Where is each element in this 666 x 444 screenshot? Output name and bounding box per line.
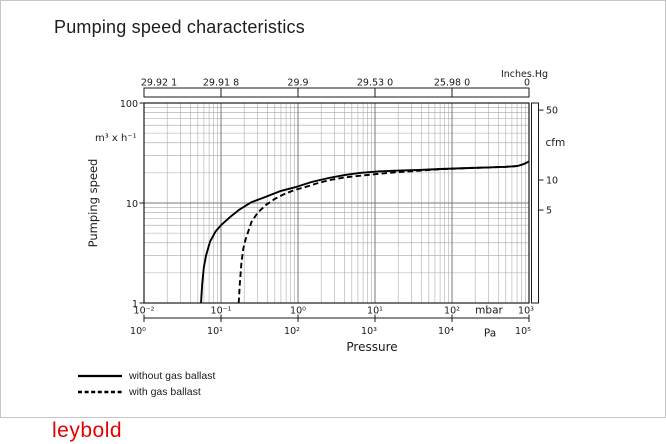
- legend-label-with-gas-ballast: with gas ballast: [129, 386, 201, 398]
- svg-text:100: 100: [120, 99, 138, 110]
- svg-text:10¹: 10¹: [367, 306, 383, 317]
- svg-text:50: 50: [546, 106, 558, 117]
- chart-title: Pumping speed characteristics: [54, 17, 305, 37]
- svg-text:0: 0: [524, 78, 530, 89]
- svg-text:cfm: cfm: [546, 137, 566, 149]
- svg-text:10⁵: 10⁵: [515, 326, 531, 337]
- legend: without gas ballast with gas ballast: [77, 368, 215, 400]
- svg-text:10⁰: 10⁰: [290, 306, 306, 317]
- svg-text:29.9: 29.9: [287, 78, 308, 89]
- bottom-axis-mbar: 10⁻² 10⁻¹ 10⁰ 10¹ 10² 10³ mbar: [134, 305, 535, 317]
- svg-text:29.92 1: 29.92 1: [141, 78, 177, 89]
- svg-text:10⁻²: 10⁻²: [134, 306, 155, 317]
- pumping-speed-chart: 29.92 1 29.91 8 29.9 29.53 0 25.98 0 0Inches.…: [86, 69, 566, 354]
- bottom-axis-pa: 10⁰ 10¹ 10² 10³ 10⁴ 10⁵ Pa: [130, 314, 531, 340]
- svg-text:10⁰: 10⁰: [130, 326, 146, 337]
- svg-text:10³: 10³: [361, 326, 377, 337]
- svg-text:25.98 0: 25.98 0: [434, 78, 470, 89]
- dashed-line-icon: [78, 390, 122, 394]
- plot-grid-major: [144, 103, 529, 303]
- curve-without-gas-ballast: [200, 160, 530, 304]
- svg-text:10²: 10²: [444, 306, 460, 317]
- right-axis-cfm: 50 10 5 cfm: [531, 102, 566, 304]
- svg-text:10³: 10³: [518, 306, 534, 317]
- svg-text:10¹: 10¹: [207, 326, 223, 337]
- svg-text:Inches.Hg: Inches.Hg: [501, 69, 548, 80]
- svg-text:10: 10: [126, 199, 138, 210]
- svg-text:10²: 10²: [284, 326, 300, 337]
- x-axis-title: Pressure: [346, 340, 397, 354]
- svg-text:29.91 8: 29.91 8: [203, 78, 239, 89]
- svg-text:1: 1: [132, 299, 138, 310]
- leybold-logo: leybold: [52, 419, 123, 442]
- svg-text:5: 5: [546, 206, 552, 217]
- solid-line-icon: [78, 374, 122, 378]
- svg-text:29.53 0: 29.53 0: [357, 78, 393, 89]
- content-frame: [0, 0, 666, 418]
- svg-text:Pa: Pa: [484, 328, 496, 340]
- svg-text:10⁴: 10⁴: [438, 326, 454, 337]
- svg-text:10: 10: [546, 175, 558, 186]
- legend-item-without-gas-ballast: without gas ballast: [77, 368, 215, 384]
- legend-label-without-gas-ballast: without gas ballast: [129, 370, 216, 382]
- legend-item-with-gas-ballast: with gas ballast: [77, 384, 215, 400]
- top-axis-inches-hg: 29.92 1 29.91 8 29.9 29.53 0 25.98 0 0Inches.…: [141, 69, 548, 98]
- svg-text:m³ x h⁻¹: m³ x h⁻¹: [95, 133, 137, 144]
- y-axis-title: Pumping speed: [86, 159, 100, 248]
- left-axis-m3h: 1 10 100 m³ x h⁻¹: [95, 99, 144, 310]
- svg-text:10⁻¹: 10⁻¹: [211, 306, 232, 317]
- svg-text:mbar: mbar: [475, 305, 503, 317]
- curve-with-gas-ballast: [237, 160, 530, 304]
